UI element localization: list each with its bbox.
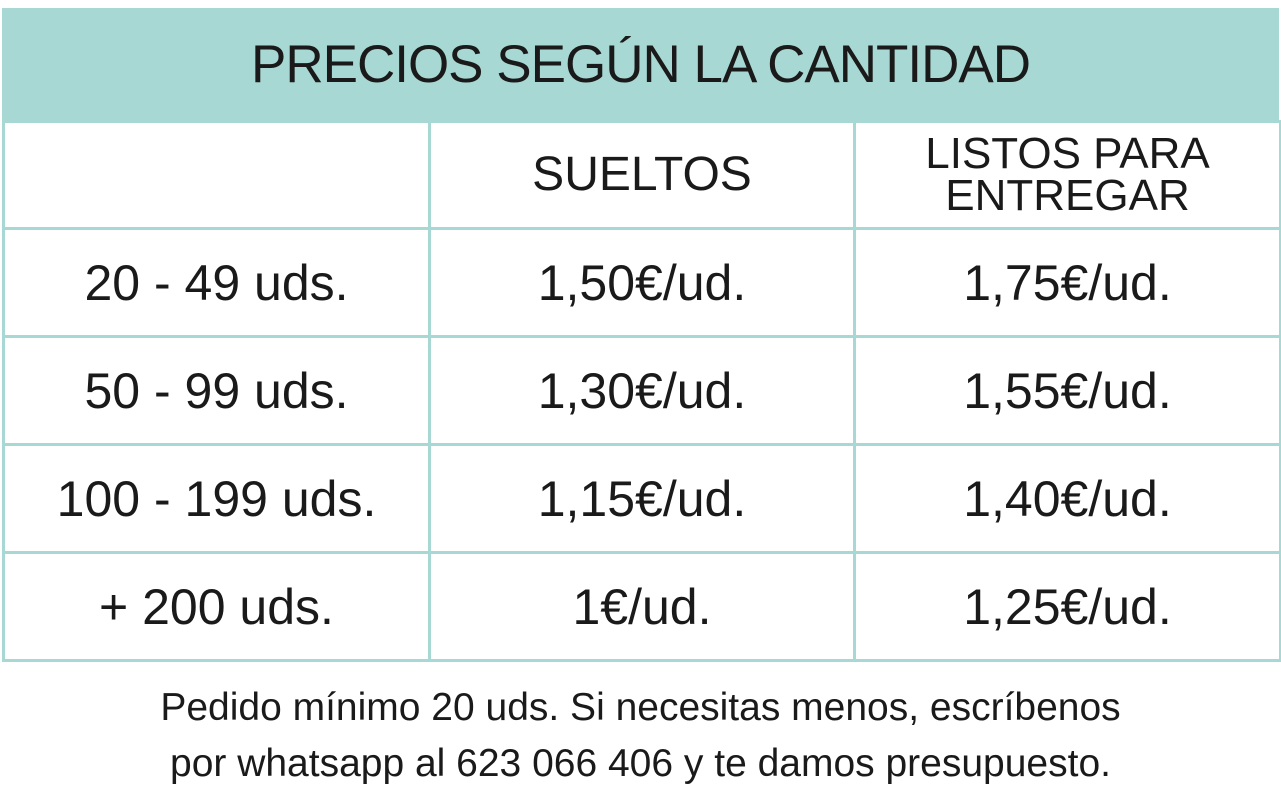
table-body: SUELTOS LISTOS PARA ENTREGAR 20 - 49 uds… <box>2 120 1281 662</box>
header-row: SUELTOS LISTOS PARA ENTREGAR <box>2 120 1281 230</box>
empty-cell <box>2 120 431 230</box>
note-line: Pedido mínimo 20 uds. Si necesitas menos… <box>160 686 1121 729</box>
table-title: PRECIOS SEGÚN LA CANTIDAD <box>2 8 1279 120</box>
price-cell: 1,30€/ud. <box>428 335 856 446</box>
table-row: + 200 uds. 1€/ud. 1,25€/ud. <box>2 551 1281 662</box>
price-cell: 1,50€/ud. <box>428 227 856 338</box>
price-cell: 1,25€/ud. <box>853 551 1281 662</box>
table-row: 20 - 49 uds. 1,50€/ud. 1,75€/ud. <box>2 227 1281 338</box>
table-row: 100 - 199 uds. 1,15€/ud. 1,40€/ud. <box>2 443 1281 554</box>
price-cell: 1,15€/ud. <box>428 443 856 554</box>
quantity-cell: 100 - 199 uds. <box>2 443 431 554</box>
quantity-cell: + 200 uds. <box>2 551 431 662</box>
price-cell: 1,55€/ud. <box>853 335 1281 446</box>
column-header: SUELTOS <box>428 120 856 230</box>
footer-note: Pedido mínimo 20 uds. Si necesitas menos… <box>0 680 1281 792</box>
price-cell: 1,40€/ud. <box>853 443 1281 554</box>
quantity-cell: 50 - 99 uds. <box>2 335 431 446</box>
price-cell: 1€/ud. <box>428 551 856 662</box>
note-line: por whatsapp al 623 066 406 y te damos p… <box>170 742 1111 785</box>
price-cell: 1,75€/ud. <box>853 227 1281 338</box>
column-header: LISTOS PARA ENTREGAR <box>853 120 1281 230</box>
quantity-cell: 20 - 49 uds. <box>2 227 431 338</box>
table-row: 50 - 99 uds. 1,30€/ud. 1,55€/ud. <box>2 335 1281 446</box>
price-table: SUELTOS LISTOS PARA ENTREGAR 20 - 49 uds… <box>2 120 1281 662</box>
